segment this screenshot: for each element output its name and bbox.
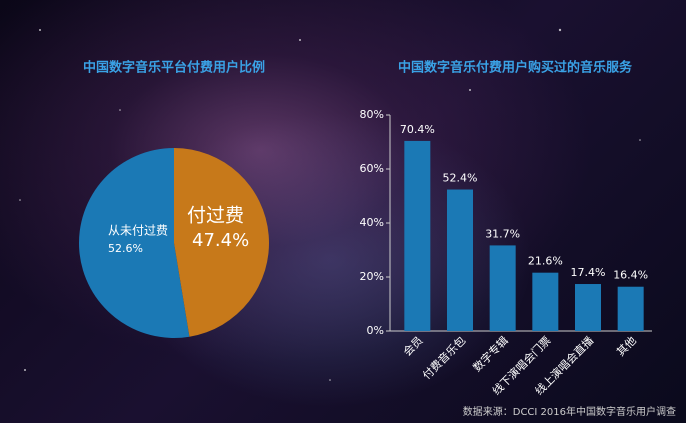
x-tick-label: 会员 <box>401 334 426 359</box>
value-label: 17.4% <box>571 266 606 279</box>
stars <box>19 28 641 381</box>
source: 数据来源：DCCI 2016年中国数字音乐用户调查 <box>463 405 676 418</box>
value-label: 70.4% <box>400 123 435 136</box>
bar <box>489 245 516 331</box>
bar <box>575 284 601 331</box>
y-tick-label: 20% <box>360 270 384 283</box>
y-tick-label: 80% <box>360 108 384 121</box>
bar <box>404 140 431 331</box>
value-label: 52.4% <box>443 172 478 185</box>
x-tick-label: 其他 <box>614 334 639 359</box>
bar <box>617 286 644 331</box>
bar-title: 中国数字音乐付费用户购买过的音乐服务 <box>398 60 633 76</box>
slice-value: 47.4% <box>192 230 249 251</box>
slice-label: 从未付过费 <box>108 224 168 238</box>
x-tick-label: 数字专辑 <box>470 333 511 374</box>
bar <box>447 189 473 331</box>
pie-slice <box>174 148 270 337</box>
y-tick-label: 40% <box>360 216 384 229</box>
slice-label: 付过费 <box>187 205 244 227</box>
x-tick-label: 付费音乐包 <box>419 333 468 382</box>
value-label: 21.6% <box>528 255 563 268</box>
value-label: 16.4% <box>613 269 648 282</box>
pie-slice <box>79 148 190 338</box>
y-tick-label: 0% <box>367 324 384 337</box>
slice-value: 52.6% <box>108 242 143 255</box>
y-tick-label: 60% <box>360 162 384 175</box>
bar <box>532 272 559 331</box>
pie-title: 中国数字音乐平台付费用户比例 <box>83 60 265 76</box>
value-label: 31.7% <box>485 227 520 240</box>
